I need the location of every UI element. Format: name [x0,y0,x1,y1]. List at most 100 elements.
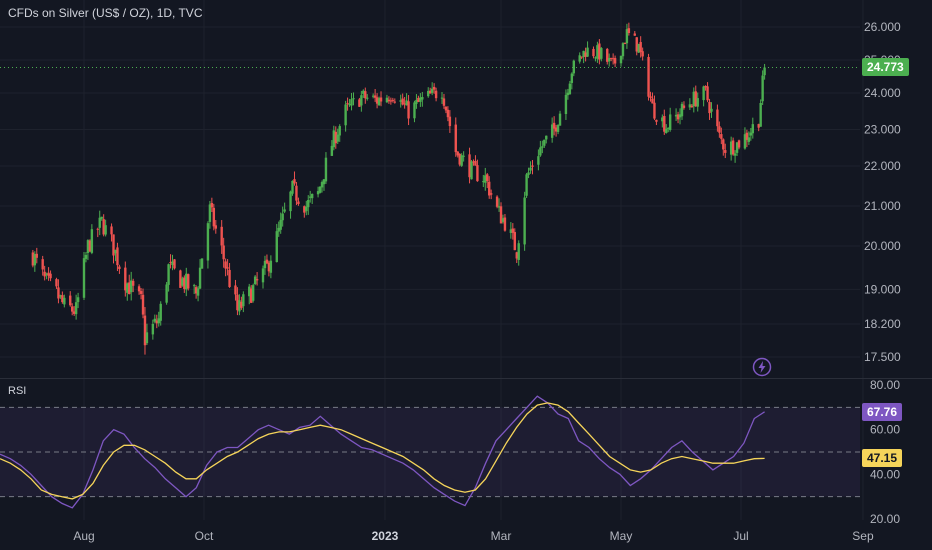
candle-body [525,174,528,196]
candle-body [635,37,638,52]
candle-body [647,56,650,97]
candle-body [503,217,507,231]
price-tick-label: 23.000 [864,123,901,137]
candle-body [511,228,515,233]
candle-body [295,185,298,201]
candle-body [495,196,499,207]
time-tick-label: 2023 [372,529,399,543]
candle-body [307,199,310,208]
candle-body [322,179,326,185]
candle-body [248,286,251,297]
candle-body [566,92,570,96]
candle-body [661,117,664,122]
candle-body [70,306,74,312]
candle-body [488,181,491,196]
candle-body [137,286,141,292]
candle-body [446,109,450,118]
candle-body [399,100,402,102]
candle-body [688,104,692,108]
candle-body [275,231,278,263]
price-tick-label: 19.000 [864,282,901,296]
candle-body [759,102,762,127]
price-tick-label: 18.200 [864,317,901,331]
candle-body [592,48,595,57]
candle-body [82,258,86,298]
candle-body [391,99,395,101]
candle-body [143,315,147,346]
candle-body [100,216,103,219]
candle-body [584,52,587,57]
candle-body [649,96,652,98]
candle-body [76,297,80,303]
candle-body [385,97,389,103]
candle-body [181,278,184,286]
candle-body [432,86,436,90]
candle-body [90,229,94,253]
pane-divider [0,378,932,379]
candle-body [513,232,516,251]
rsi-tick-label: 60.00 [870,423,900,437]
candle-body [141,294,145,315]
candle-body [543,139,546,146]
candle-body [251,285,255,301]
candle-body [556,124,560,132]
candle-body [338,126,341,136]
candle-body [722,139,725,150]
price-axis: 26.00025.00024.00023.00022.00021.00020.0… [864,20,901,364]
candle-body [88,240,92,252]
candle-body [316,191,320,195]
candle-body [43,271,46,277]
candle-body [531,165,534,167]
candle-body [220,226,223,246]
lightning-bolt-icon[interactable] [752,357,772,377]
candle-body [761,75,764,102]
candle-body [196,288,200,296]
candle-body [183,277,186,289]
candle-body [153,318,157,322]
candle-body [155,320,158,324]
candle-body [403,103,406,105]
candle-body [637,43,640,53]
candle-body [476,165,479,182]
candle-body [704,86,707,88]
candle-body [131,280,135,286]
candle-body [126,283,129,293]
candle-body [350,99,353,106]
candle-body [515,252,518,259]
candle-body [116,247,119,266]
candle-body [222,245,225,260]
candle-body [387,99,391,102]
candle-body [169,262,172,264]
candle-body [724,150,727,153]
candle-body [377,98,381,106]
candle-body [130,280,133,293]
candle-body [415,99,418,104]
candle-body [49,273,52,279]
candle-body [692,91,695,107]
candle-body [716,109,719,127]
candle-body [682,105,686,108]
candle-body [639,42,642,53]
candle-body [310,193,314,199]
candle-body [757,124,760,128]
candle-body [580,56,583,58]
candle-body [568,83,572,95]
candle-body [474,160,477,166]
candle-body [57,287,60,299]
candle-body [358,99,361,107]
price-tick-label: 24.000 [864,86,901,100]
candle-body [236,294,239,311]
candle-body [665,128,668,133]
candle-body [124,267,127,291]
candle-body [393,101,396,103]
candle-body [729,141,733,155]
rsi-lines [0,395,765,509]
candle-body [499,206,503,224]
candle-body [84,254,88,259]
candle-body [348,104,351,106]
candle-body [104,225,107,235]
candle-body [440,97,444,99]
candle-body [611,58,615,60]
candle-body [407,101,410,119]
